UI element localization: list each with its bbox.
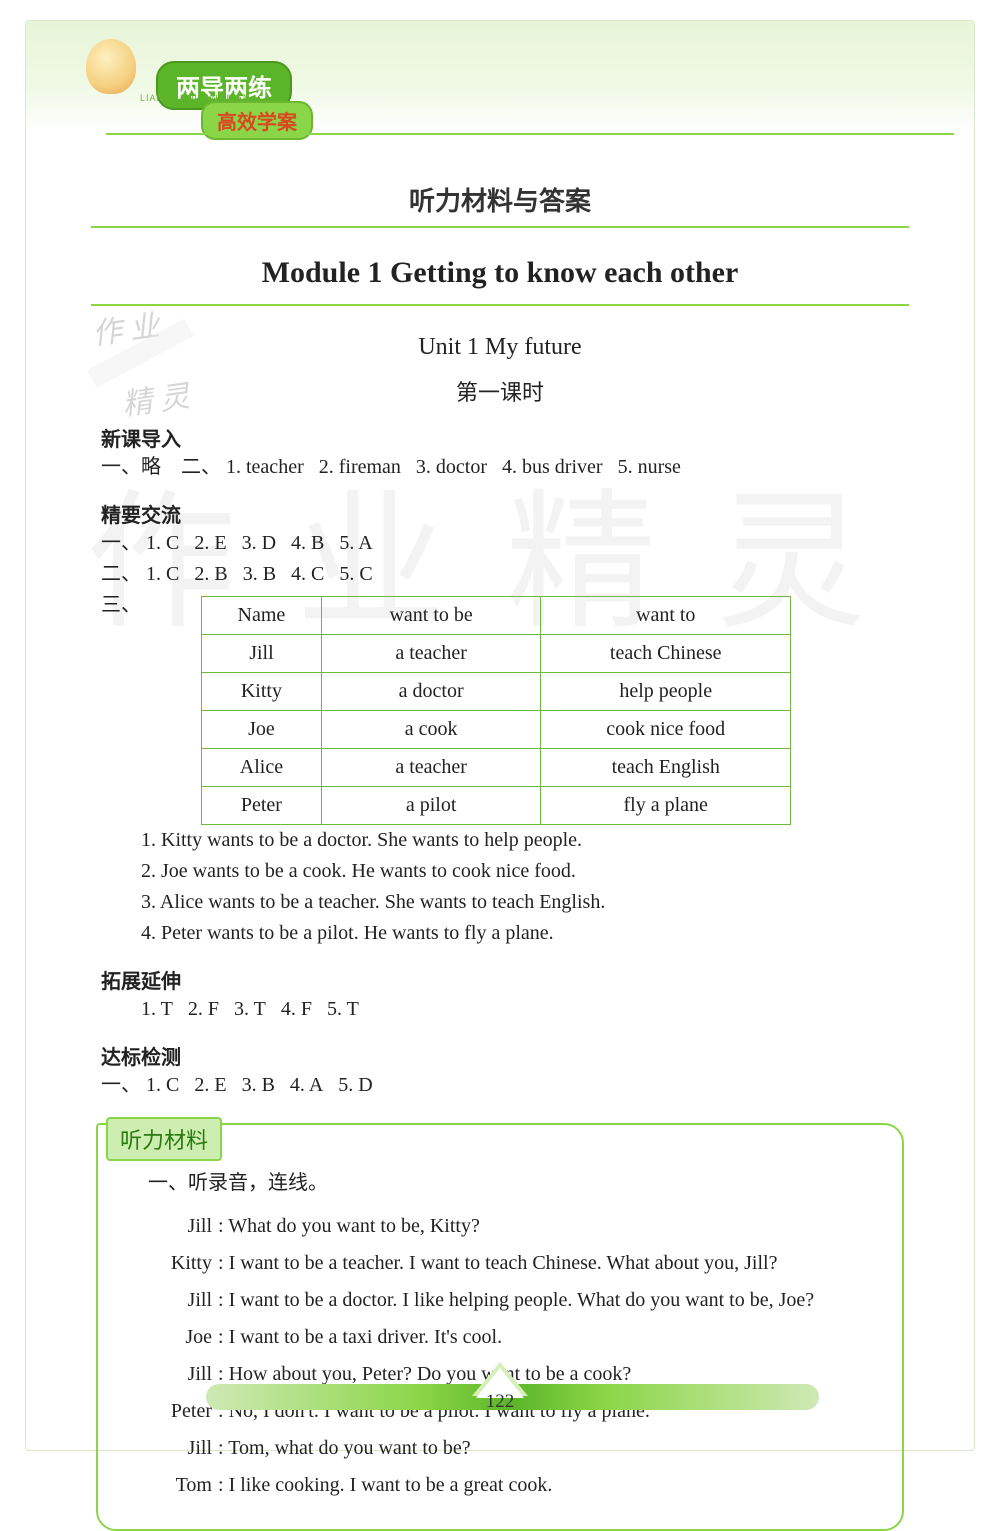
sec1-a2: 2. fireman [319, 456, 401, 478]
script-line: Jill: Tom, what do you want to be? [148, 1430, 872, 1467]
row1-prefix: 一、 [101, 532, 141, 554]
col-wanttobe: want to be [321, 597, 541, 635]
listening-tag: 听力材料 [106, 1117, 222, 1161]
sec2-sent3: 3. Alice wants to be a teacher. She want… [101, 887, 899, 918]
lesson-title: 第一课时 [101, 375, 899, 407]
content-body: Module 1 Getting to know each other Unit… [101, 226, 899, 1531]
section-label: 拓展延伸 [101, 965, 899, 994]
table-row: Joea cookcook nice food [202, 711, 791, 749]
script-line: Kitty: I want to be a teacher. I want to… [148, 1245, 872, 1282]
sec1-a3: 3. doctor [416, 456, 487, 478]
row2-prefix: 二、 [101, 563, 141, 585]
page-number: 122 [475, 1376, 525, 1418]
section-label: 新课导入 [101, 423, 899, 452]
sec3-answers: 1. T 2. F 3. T 4. F 5. T [101, 994, 899, 1025]
col-wantto: want to [541, 597, 791, 635]
script-line: Tom: I like cooking. I want to be a grea… [148, 1467, 872, 1504]
sec2-sent2: 2. Joe wants to be a cook. He wants to c… [101, 856, 899, 887]
unit-title: Unit 1 My future [101, 334, 899, 361]
script-line: Jill: What do you want to be, Kitty? [148, 1208, 872, 1245]
sec4-prefix: 一、 [101, 1074, 141, 1096]
jobs-table: Name want to be want to Jilla teachertea… [201, 596, 791, 825]
sec1-a5: 5. nurse [618, 456, 681, 478]
page-frame: 两导两练 LIANGDAOLIANGLIAN 高效学案 听力材料与答案 作业精灵… [25, 20, 975, 1451]
listening-box: 一、听录音，连线。 Jill: What do you want to be, … [96, 1123, 904, 1531]
sec2-row2: 二、 1. C 2. B 3. B 4. C 5. C [101, 559, 899, 590]
script-line: Joe: I want to be a taxi driver. It's co… [148, 1319, 872, 1356]
col-name: Name [202, 597, 322, 635]
script-line: Jill: I want to be a doctor. I like help… [148, 1282, 872, 1319]
sec1-part1: 一、略 [101, 456, 161, 478]
sec2-sent4: 4. Peter wants to be a pilot. He wants t… [101, 918, 899, 949]
header-rule [106, 133, 954, 135]
sec2-row3: 三、 Name want to be want to Jilla teacher… [101, 590, 899, 825]
module-rule [91, 226, 909, 228]
mascot-icon [86, 39, 136, 94]
row3-prefix: 三、 [101, 590, 151, 621]
sec1-a1: 1. teacher [226, 456, 304, 478]
table-row: Name want to be want to [202, 597, 791, 635]
table-row: Kittya doctorhelp people [202, 673, 791, 711]
table-row: Petera pilotfly a plane [202, 787, 791, 825]
sec1-a4: 4. bus driver [502, 456, 603, 478]
table-row: Jilla teacherteach Chinese [202, 635, 791, 673]
section-label: 达标检测 [101, 1041, 899, 1070]
section-label: 精要交流 [101, 499, 899, 528]
sec2-row1: 一、 1. C 2. E 3. D 4. B 5. A [101, 528, 899, 559]
sec2-sent1: 1. Kitty wants to be a doctor. She wants… [101, 825, 899, 856]
table-row: Alicea teacherteach English [202, 749, 791, 787]
page-title: 听力材料与答案 [26, 181, 974, 218]
module-title: Module 1 Getting to know each other [101, 256, 899, 290]
sec1-part2-prefix: 二、 [181, 456, 221, 478]
listening-header: 一、听录音，连线。 [148, 1165, 872, 1202]
sec1-answers: 一、略 二、 1. teacher 2. fireman 3. doctor 4… [101, 452, 899, 483]
module-rule [91, 304, 909, 306]
sec4-answers: 一、 1. C 2. E 3. B 4. A 5. D [101, 1070, 899, 1101]
listening-section: 听力材料 一、听录音，连线。 Jill: What do you want to… [96, 1123, 904, 1531]
